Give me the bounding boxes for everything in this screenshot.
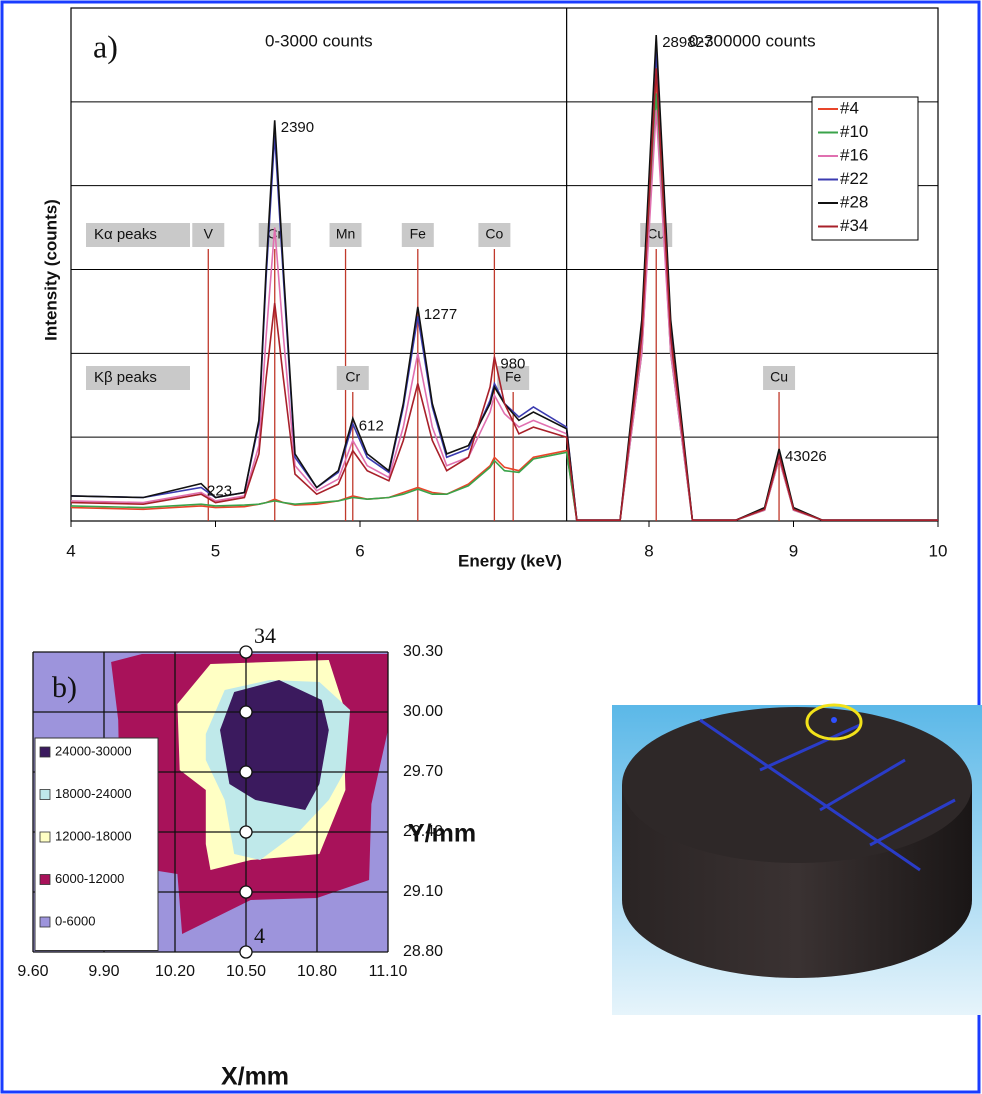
legend-label: 12000-18000 (55, 828, 132, 843)
x-tick-label: 10.80 (297, 963, 337, 980)
x-tick-label: 9.60 (17, 963, 48, 980)
legend-label: #28 (840, 192, 868, 211)
x-tick-label: 9 (789, 541, 798, 560)
x-tick-label: 11.10 (369, 963, 408, 980)
peak-element: Mn (336, 226, 355, 242)
panel-title: 0-3000 counts (265, 31, 373, 50)
x-tick-label: 4 (66, 541, 75, 560)
peak-box (763, 366, 796, 390)
legend-label: #16 (840, 145, 868, 164)
legend-swatch (39, 874, 51, 885)
y-tick-label: 29.70 (403, 763, 443, 780)
sample-photo (612, 703, 982, 1015)
y-tick-label: 29.40 (403, 823, 443, 840)
legend-label: 24000-30000 (55, 743, 132, 758)
scan-point (239, 645, 253, 659)
peak-box (497, 366, 530, 390)
scan-point (239, 705, 253, 719)
x-tick-label: 6 (355, 541, 364, 560)
y-tick-label: 29.10 (403, 883, 443, 900)
peak-element: Cu (770, 369, 788, 385)
legend-swatch (39, 831, 51, 843)
legend-swatch (39, 789, 51, 800)
x-tick-label: 10.50 (226, 963, 266, 980)
peak-box (336, 366, 369, 390)
panel-label: b) (52, 671, 77, 704)
x-tick-label: 5 (211, 541, 220, 560)
legend-swatch (39, 916, 51, 928)
peak-element: Fe (410, 226, 427, 242)
peak-element: Fe (505, 369, 522, 385)
legend-swatch (39, 746, 51, 758)
peak-value-label: 2390 (281, 119, 314, 136)
scan-point (239, 945, 253, 959)
highlight-ring (805, 703, 863, 741)
y-tick-label: 30.30 (403, 643, 443, 660)
spectrum-line (70, 68, 938, 521)
legend-label: 0-6000 (55, 913, 95, 928)
peak-element: Cr (345, 369, 360, 385)
y-tick-label: 28.80 (403, 943, 443, 960)
legend-label: #34 (840, 216, 868, 235)
y-axis-label: Y/mm (408, 820, 476, 848)
plot-frame (70, 7, 939, 522)
legend-label: 6000-12000 (55, 871, 124, 886)
panel-label: a) (93, 28, 118, 64)
peak-value-label: 43026 (785, 448, 827, 465)
peak-element: Cu (647, 226, 665, 242)
scan-lines (699, 718, 956, 872)
scan-point-label: 34 (254, 623, 276, 648)
legend-label: #4 (840, 98, 859, 117)
x-tick-label: 10.20 (155, 963, 195, 980)
peak-row-label: Kα peaks (94, 226, 157, 243)
scan-point-label: 4 (254, 923, 265, 948)
scan-point (239, 885, 253, 899)
x-tick-label: 9.90 (88, 963, 119, 980)
legend-label: 18000-24000 (55, 786, 132, 801)
scan-point (239, 765, 253, 779)
peak-row-box (86, 366, 190, 390)
y-tick-label: 30.00 (403, 703, 443, 720)
x-tick-label: 10 (929, 541, 948, 560)
scan-point (239, 825, 253, 839)
peak-value-label: 223 (207, 483, 232, 500)
panel-title: 0-300000 counts (689, 31, 816, 50)
peak-box (478, 223, 511, 247)
peak-value-label: 980 (500, 356, 525, 373)
x-axis-label: X/mm (221, 1063, 289, 1091)
peak-box (192, 223, 225, 247)
contour-chart: 9.60 9.90 10.20 10.50 10.80 11.10 28.80 29.10 29… (17, 623, 476, 1091)
peak-row-label: Kβ peaks (94, 369, 157, 386)
peak-box (329, 223, 362, 247)
highlight-dot (831, 717, 837, 723)
legend-box (811, 96, 919, 241)
spectrum-chart: 0-3000 counts 0-300000 counts a) 4 5 6 8 9 10 Ene… (41, 7, 948, 570)
peak-element: V (204, 226, 214, 242)
peak-element: Co (485, 226, 503, 242)
peak-value-label: 612 (359, 417, 384, 434)
legend-label: #10 (840, 122, 868, 141)
x-axis-label: Energy (keV) (458, 551, 562, 570)
peak-value-label: 1277 (424, 306, 457, 323)
legend-box (34, 737, 159, 951)
peak-box (401, 223, 434, 247)
legend-label: #22 (840, 169, 868, 188)
x-tick-label: 8 (644, 541, 653, 560)
y-axis-label: Intensity (counts) (41, 199, 60, 341)
peak-value-label: 289827 (662, 34, 712, 51)
peak-row-box (86, 223, 190, 247)
